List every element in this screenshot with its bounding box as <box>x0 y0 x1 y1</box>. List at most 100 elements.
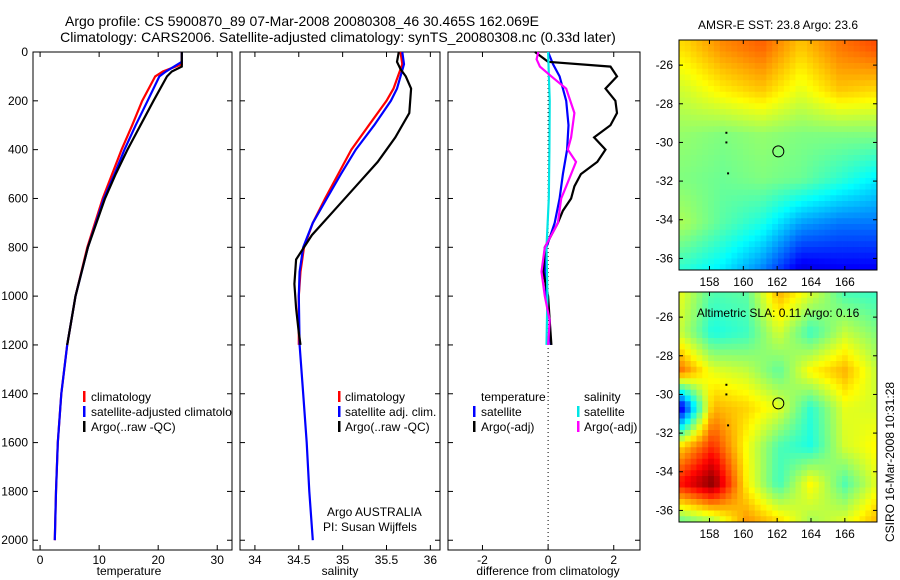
heatmap-cell <box>789 218 796 225</box>
heatmap-cell <box>754 430 761 437</box>
heatmap-cell <box>795 258 802 265</box>
heatmap-cell <box>795 476 802 483</box>
heatmap-cell <box>789 516 796 523</box>
heatmap-cell <box>719 143 726 150</box>
heatmap-cell <box>754 493 761 500</box>
heatmap-cell <box>754 143 761 150</box>
heatmap-cell <box>719 51 726 58</box>
heatmap-cell <box>731 510 738 517</box>
heatmap-cell <box>737 441 744 448</box>
heatmap-cell <box>801 510 808 517</box>
heatmap-cell <box>737 63 744 70</box>
heatmap-cell <box>702 212 709 219</box>
figure-title-line2: Climatology: CARS2006. Satellite-adjuste… <box>60 29 616 45</box>
heatmap-cell <box>824 45 831 52</box>
heatmap-cell <box>754 464 761 471</box>
heatmap-cell <box>865 97 872 104</box>
heatmap-cell <box>760 315 767 322</box>
heatmap-cell <box>795 516 802 523</box>
heatmap-cell <box>842 97 849 104</box>
heatmap-cell <box>731 315 738 322</box>
csiro-timestamp: CSIRO 16-Mar-2008 10:31:28 <box>883 382 897 542</box>
heatmap-cell <box>719 126 726 133</box>
heatmap-cell <box>824 252 831 259</box>
heatmap-cell <box>842 315 849 322</box>
heatmap-cell <box>772 407 779 414</box>
heatmap-cell <box>795 412 802 419</box>
heatmap-cell <box>719 45 726 52</box>
heatmap-cell <box>766 303 773 310</box>
heatmap-cell <box>748 309 756 316</box>
heatmap-cell <box>748 389 756 396</box>
heatmap-cell <box>789 435 796 442</box>
heatmap-cell <box>725 418 732 425</box>
series-line-satellite-adj-clim- <box>297 51 406 541</box>
heatmap-cell <box>795 458 802 465</box>
heatmap-cell <box>713 384 721 391</box>
heatmap-cell <box>684 315 692 322</box>
heatmap-cell <box>696 447 703 454</box>
heatmap-cell <box>766 361 773 368</box>
heatmap-cell <box>708 103 715 110</box>
heatmap-cell <box>836 195 843 202</box>
heatmap-cell <box>783 86 791 93</box>
heatmap-cell <box>743 320 750 327</box>
heatmap-cell <box>760 510 767 517</box>
heatmap-cell <box>859 395 866 402</box>
heatmap-cell <box>696 143 703 150</box>
heatmap-cell <box>713 435 721 442</box>
heatmap-cell <box>871 343 878 350</box>
heatmap-cell <box>696 183 703 190</box>
heatmap-cell <box>789 241 796 248</box>
heatmap-cell <box>748 326 756 333</box>
heatmap-cell <box>696 378 703 385</box>
heatmap-cell <box>859 424 866 431</box>
heatmap-cell <box>824 361 831 368</box>
heatmap-cell <box>801 137 808 144</box>
heatmap-cell <box>731 338 738 345</box>
heatmap-cell <box>684 401 692 408</box>
heatmap-cell <box>778 63 785 70</box>
heatmap-cell <box>772 453 779 460</box>
heatmap-cell <box>836 407 843 414</box>
heatmap-cell <box>713 143 721 150</box>
heatmap-cell <box>731 74 738 81</box>
heatmap-cell <box>760 45 767 52</box>
heatmap-cell <box>871 303 878 310</box>
heatmap-cell <box>760 195 767 202</box>
heatmap-cell <box>836 447 843 454</box>
heatmap-cell <box>812 224 820 231</box>
heatmap-cell <box>830 378 837 385</box>
heatmap-cell <box>731 435 738 442</box>
heatmap-cell <box>713 481 721 488</box>
heatmap-cell <box>801 195 808 202</box>
heatmap-cell <box>772 303 779 310</box>
heatmap-cell <box>865 315 872 322</box>
heatmap-cell <box>801 464 808 471</box>
heatmap-cell <box>702 516 709 523</box>
heatmap-cell <box>783 258 791 265</box>
heatmap-cell <box>842 166 849 173</box>
heatmap-cell <box>783 458 791 465</box>
heatmap-cell <box>830 172 837 179</box>
heatmap-cell <box>807 476 814 483</box>
heatmap-cell <box>719 441 726 448</box>
heatmap-cell <box>859 412 866 419</box>
heatmap-cell <box>812 109 820 116</box>
heatmap-cell <box>871 355 878 362</box>
heatmap-cell <box>731 412 738 419</box>
heatmap-cell <box>772 224 779 231</box>
heatmap-cell <box>871 258 878 265</box>
heatmap-cell <box>766 247 773 254</box>
heatmap-cell <box>778 68 785 75</box>
heatmap-cell <box>824 264 831 271</box>
heatmap-cell <box>737 201 744 208</box>
heatmap-cell <box>696 418 703 425</box>
heatmap-cell <box>836 297 843 304</box>
heatmap-cell <box>871 206 878 213</box>
heatmap-cell <box>760 264 767 271</box>
heatmap-cell <box>842 178 849 185</box>
heatmap-cell <box>743 447 750 454</box>
heatmap-cell <box>754 166 761 173</box>
heatmap-cell <box>859 435 866 442</box>
